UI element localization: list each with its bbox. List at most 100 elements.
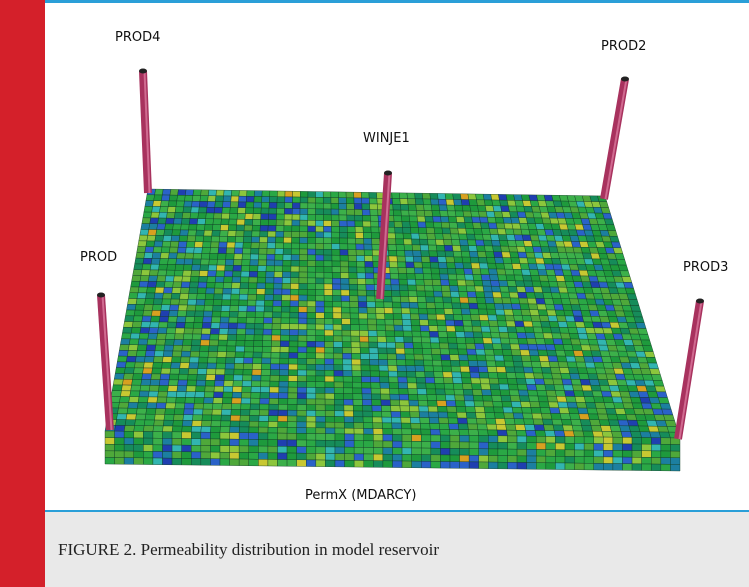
grid-cell xyxy=(243,363,252,369)
grid-cell xyxy=(115,431,125,438)
grid-cell xyxy=(188,294,197,300)
grid-cell xyxy=(193,253,202,259)
grid-cell xyxy=(371,394,381,400)
grid-cell xyxy=(325,336,334,342)
grid-cell xyxy=(585,328,595,334)
grid-cell xyxy=(261,375,270,381)
grid-cell xyxy=(325,422,335,428)
grid-cell xyxy=(143,258,152,264)
grid-cell xyxy=(298,335,307,341)
grid-cell xyxy=(345,441,355,448)
grid-cell xyxy=(517,456,527,463)
grid-cell xyxy=(282,295,291,301)
grid-cell xyxy=(339,215,347,221)
grid-cell xyxy=(187,236,196,242)
grid-cell xyxy=(516,206,525,212)
grid-cell xyxy=(205,219,214,225)
grid-cell xyxy=(325,376,334,382)
grid-cell xyxy=(555,463,565,470)
grid-cell xyxy=(300,226,308,232)
grid-cell xyxy=(334,353,343,359)
grid-cell xyxy=(162,299,171,305)
grid-cell xyxy=(459,355,469,361)
grid-cell xyxy=(440,429,450,435)
grid-cell xyxy=(199,201,207,207)
grid-cell xyxy=(459,292,468,298)
grid-cell xyxy=(163,420,173,426)
grid-cell xyxy=(546,450,556,457)
grid-cell xyxy=(455,268,464,274)
grid-cell xyxy=(334,347,343,353)
grid-cell xyxy=(214,207,222,213)
grid-cell xyxy=(211,242,220,248)
grid-cell xyxy=(417,297,426,303)
grid-cell xyxy=(443,303,452,309)
grid-cell xyxy=(553,264,563,270)
grid-cell xyxy=(450,442,460,449)
grid-cell xyxy=(230,433,240,440)
grid-cell xyxy=(469,442,479,449)
grid-cell xyxy=(453,314,462,320)
grid-cell xyxy=(288,393,297,399)
grid-cell xyxy=(479,217,488,223)
grid-cell xyxy=(268,416,278,422)
grid-cell xyxy=(398,377,408,383)
grid-cell xyxy=(429,331,438,337)
grid-cell xyxy=(300,197,308,203)
grid-cell xyxy=(495,418,505,424)
grid-cell xyxy=(323,215,331,221)
grid-cell xyxy=(476,355,486,361)
grid-cell xyxy=(623,457,633,464)
grid-cell xyxy=(473,274,482,280)
grid-cell xyxy=(546,390,556,396)
grid-cell xyxy=(232,283,241,289)
grid-cell xyxy=(275,249,283,255)
grid-cell xyxy=(440,455,450,462)
grid-cell xyxy=(180,293,189,299)
grid-cell xyxy=(575,322,585,328)
grid-cell xyxy=(401,210,409,216)
grid-cell xyxy=(292,209,300,215)
grid-cell xyxy=(574,316,584,322)
grid-cell xyxy=(643,346,654,352)
grid-cell xyxy=(452,378,462,384)
grid-cell xyxy=(147,403,157,409)
grid-cell xyxy=(266,260,274,266)
grid-cell xyxy=(323,197,331,203)
grid-cell xyxy=(160,201,169,207)
grid-cell xyxy=(339,226,347,232)
grid-cell xyxy=(274,266,282,272)
grid-cell xyxy=(265,277,274,283)
grid-cell xyxy=(157,224,166,230)
grid-cell xyxy=(456,337,466,343)
well-top xyxy=(621,77,629,82)
grid-cell xyxy=(464,395,474,401)
grid-cell xyxy=(182,445,192,452)
grid-cell xyxy=(651,438,661,445)
grid-cell xyxy=(234,248,243,254)
grid-cell xyxy=(215,282,224,288)
grid-cell xyxy=(323,209,331,215)
grid-cell xyxy=(249,439,259,446)
grid-cell xyxy=(348,250,356,256)
grid-cell xyxy=(142,218,151,224)
grid-cell xyxy=(162,357,172,363)
grid-cell xyxy=(307,376,316,382)
grid-cell xyxy=(623,282,633,288)
grid-cell xyxy=(506,275,515,281)
grid-cell xyxy=(637,420,648,426)
grid-cell xyxy=(522,235,531,241)
grid-cell xyxy=(226,248,235,254)
grid-cell xyxy=(556,350,566,356)
grid-cell xyxy=(105,431,115,438)
grid-cell xyxy=(332,255,340,261)
grid-cell xyxy=(307,370,316,376)
grid-cell xyxy=(255,318,264,324)
grid-cell xyxy=(570,414,581,420)
grid-cell xyxy=(535,430,546,436)
grid-cell xyxy=(325,447,335,454)
grid-cell xyxy=(624,409,635,415)
grid-cell xyxy=(519,396,529,402)
grid-cell xyxy=(134,451,144,458)
grid-cell xyxy=(527,258,536,264)
